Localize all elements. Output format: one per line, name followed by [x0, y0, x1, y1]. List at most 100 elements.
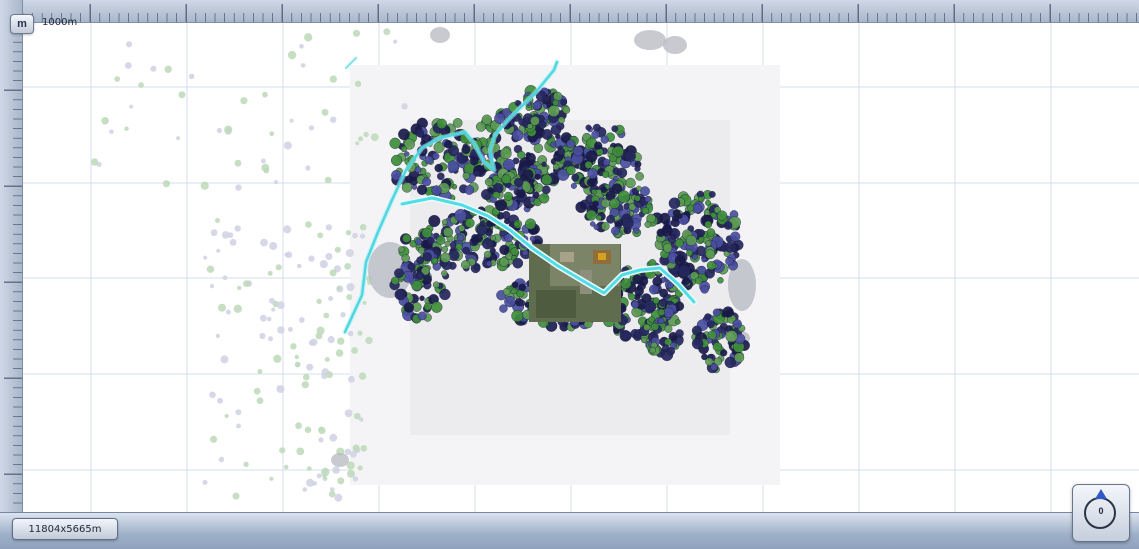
object-marker [283, 225, 292, 234]
object-marker [436, 172, 445, 181]
object-marker [321, 108, 329, 116]
object-marker [416, 256, 425, 265]
object-marker [283, 464, 289, 470]
object-marker [398, 246, 405, 253]
object-marker [296, 447, 305, 456]
object-marker [328, 490, 336, 498]
object-marker [218, 456, 225, 463]
object-marker [728, 259, 756, 311]
object-marker [643, 323, 651, 331]
object-marker [529, 235, 536, 242]
object-marker [305, 221, 312, 228]
object-marker [101, 117, 109, 125]
object-marker [334, 493, 343, 502]
object-marker [634, 165, 641, 172]
object-marker [541, 185, 551, 195]
object-marker [352, 29, 361, 37]
object-marker [730, 231, 741, 242]
object-marker [124, 126, 129, 131]
object-marker [164, 65, 172, 74]
object-marker [346, 461, 355, 470]
object-marker [585, 209, 597, 221]
object-marker [538, 193, 550, 204]
object-marker [415, 128, 425, 138]
object-marker [532, 191, 540, 199]
tree-object-markers [389, 85, 750, 374]
object-marker [393, 39, 398, 44]
object-marker [317, 232, 324, 239]
object-marker [636, 185, 642, 192]
object-marker [203, 255, 208, 260]
object-marker [370, 133, 379, 142]
map-canvas[interactable] [23, 23, 1139, 512]
object-marker [347, 330, 354, 337]
object-marker [697, 229, 705, 237]
object-marker [587, 168, 598, 179]
object-marker [668, 197, 681, 210]
object-marker [337, 286, 342, 291]
object-marker [383, 28, 391, 36]
object-marker [625, 177, 636, 189]
object-marker [712, 342, 722, 352]
object-marker [260, 238, 268, 247]
object-marker [306, 466, 312, 471]
object-marker [325, 224, 333, 231]
object-marker [358, 136, 364, 142]
object-marker [590, 221, 596, 227]
object-marker [124, 62, 132, 69]
object-marker [236, 423, 241, 429]
object-marker [232, 492, 240, 500]
object-marker [586, 178, 595, 187]
object-marker [571, 173, 580, 182]
object-marker [691, 253, 698, 260]
object-marker [290, 343, 297, 350]
object-marker [707, 320, 715, 329]
object-marker [705, 357, 714, 366]
object-marker [335, 349, 344, 357]
object-marker [304, 33, 313, 42]
object-marker [279, 447, 286, 454]
map-size-button[interactable]: 11804x5665m [12, 518, 118, 540]
object-marker [572, 145, 584, 157]
object-marker [631, 300, 639, 309]
object-marker [517, 150, 526, 160]
object-marker [476, 121, 487, 132]
object-marker [389, 137, 401, 149]
object-marker [421, 227, 433, 239]
object-marker [644, 300, 657, 313]
object-marker [703, 209, 711, 216]
object-marker [640, 186, 650, 197]
object-marker [346, 294, 353, 301]
object-marker [308, 340, 315, 346]
object-marker [299, 43, 304, 49]
object-marker [663, 36, 687, 54]
object-marker [304, 426, 312, 434]
object-marker [499, 244, 510, 256]
object-marker [234, 159, 242, 167]
object-marker [277, 326, 285, 334]
object-marker [503, 191, 513, 201]
object-marker [324, 176, 332, 184]
object-marker [302, 487, 308, 492]
object-marker [678, 264, 691, 278]
object-marker [552, 163, 560, 171]
object-marker [424, 155, 434, 165]
object-marker [401, 254, 410, 263]
object-marker [300, 63, 306, 68]
object-marker [306, 363, 314, 371]
object-marker [440, 252, 451, 263]
object-marker [641, 337, 648, 344]
unit-toggle-button[interactable]: m [10, 14, 34, 34]
compass-button[interactable]: 0 [1072, 484, 1130, 542]
object-marker [295, 422, 302, 430]
object-marker [234, 225, 241, 232]
object-marker [329, 75, 337, 83]
object-marker [276, 385, 285, 393]
object-marker [224, 413, 229, 419]
object-marker [178, 91, 186, 99]
object-marker [355, 141, 360, 146]
object-marker [456, 233, 465, 242]
object-marker [401, 182, 413, 193]
object-marker [257, 369, 263, 374]
object-marker [352, 476, 359, 482]
